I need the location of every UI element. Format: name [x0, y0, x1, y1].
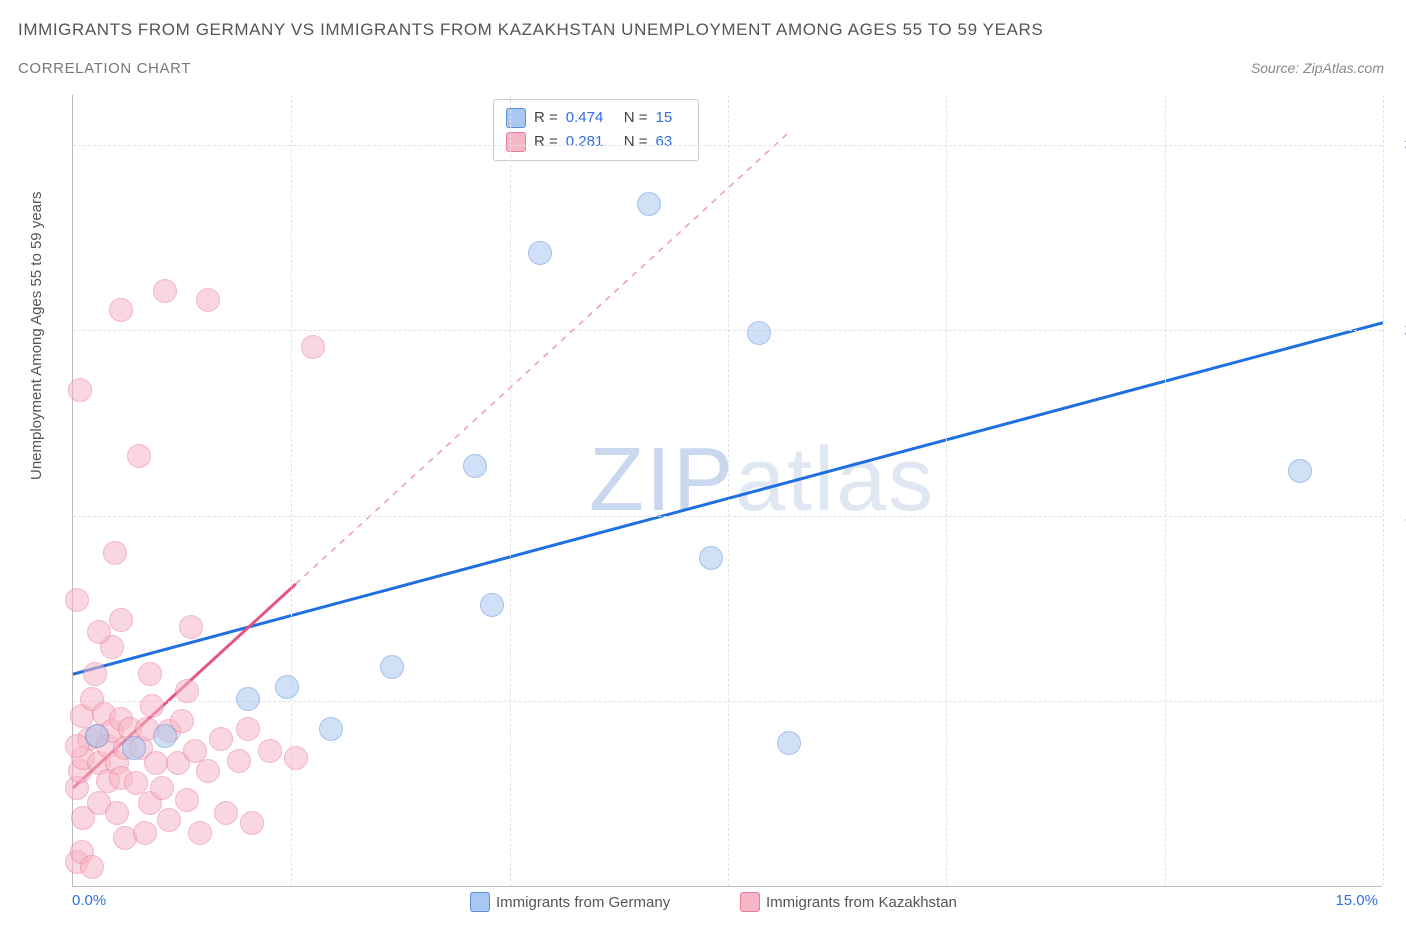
grid-line-v — [1383, 95, 1384, 886]
data-point — [699, 546, 723, 570]
correlation-legend: R = 0.474 N = 15 R = 0.281 N = 63 — [493, 99, 699, 161]
y-tick-label: 7.5% — [1387, 693, 1406, 710]
grid-line-v — [728, 95, 729, 886]
data-point — [144, 751, 168, 775]
data-point — [480, 593, 504, 617]
legend-item-kazakhstan: Immigrants from Kazakhstan — [740, 892, 957, 912]
r-label: R = — [534, 106, 558, 130]
y-axis-label: Unemployment Among Ages 55 to 59 years — [28, 191, 45, 480]
data-point — [463, 454, 487, 478]
r-value: 0.281 — [566, 130, 616, 154]
data-point — [140, 694, 164, 718]
legend-label: Immigrants from Germany — [496, 894, 670, 911]
data-point — [179, 615, 203, 639]
legend-item-germany: Immigrants from Germany — [470, 892, 670, 912]
legend-swatch — [740, 892, 760, 912]
data-point — [240, 811, 264, 835]
x-tick-max: 15.0% — [1335, 892, 1378, 909]
data-point — [65, 588, 89, 612]
data-point — [85, 724, 109, 748]
data-point — [109, 608, 133, 632]
data-point — [103, 541, 127, 565]
legend-label: Immigrants from Kazakhstan — [766, 894, 957, 911]
data-point — [138, 662, 162, 686]
data-point — [275, 675, 299, 699]
legend-row: R = 0.474 N = 15 — [506, 106, 686, 130]
data-point — [175, 788, 199, 812]
y-tick-label: 22.5% — [1387, 322, 1406, 339]
chart-subtitle: CORRELATION CHART — [18, 60, 191, 77]
data-point — [127, 444, 151, 468]
data-point — [71, 806, 95, 830]
data-point — [258, 739, 282, 763]
data-point — [528, 241, 552, 265]
data-point — [196, 288, 220, 312]
plot-area: ZIPatlas R =0.474N =15R =0.281N =63 7.5%… — [72, 95, 1382, 887]
x-tick-origin: 0.0% — [72, 892, 106, 909]
data-point — [122, 736, 146, 760]
data-point — [150, 776, 174, 800]
chart-title: IMMIGRANTS FROM GERMANY VS IMMIGRANTS FR… — [18, 20, 1043, 40]
legend-row: R = 0.281 N = 63 — [506, 130, 686, 154]
data-point — [83, 662, 107, 686]
data-point — [236, 687, 260, 711]
data-point — [188, 821, 212, 845]
watermark-rest: atlas — [735, 430, 935, 530]
data-point — [196, 759, 220, 783]
data-point — [87, 620, 111, 644]
data-point — [236, 717, 260, 741]
source-value: ZipAtlas.com — [1303, 60, 1384, 76]
data-point — [301, 335, 325, 359]
source-attribution: Source: ZipAtlas.com — [1251, 60, 1384, 76]
data-point — [175, 679, 199, 703]
grid-line-v — [1165, 95, 1166, 886]
data-point — [105, 801, 129, 825]
legend-swatch — [470, 892, 490, 912]
watermark-z: ZIP — [589, 430, 735, 530]
grid-line-v — [946, 95, 947, 886]
r-value: 0.474 — [566, 106, 616, 130]
source-label: Source: — [1251, 60, 1299, 76]
r-label: R = — [534, 130, 558, 154]
data-point — [153, 724, 177, 748]
data-point — [209, 727, 233, 751]
data-point — [80, 855, 104, 879]
n-value: 15 — [656, 106, 686, 130]
data-point — [1288, 459, 1312, 483]
n-label: N = — [624, 106, 648, 130]
data-point — [319, 717, 343, 741]
data-point — [777, 731, 801, 755]
data-point — [109, 298, 133, 322]
data-point — [380, 655, 404, 679]
grid-line-v — [510, 95, 511, 886]
n-value: 63 — [656, 130, 686, 154]
data-point — [637, 192, 661, 216]
data-point — [214, 801, 238, 825]
data-point — [153, 279, 177, 303]
data-point — [747, 321, 771, 345]
data-point — [284, 746, 308, 770]
y-tick-label: 30.0% — [1387, 136, 1406, 153]
data-point — [157, 808, 181, 832]
n-label: N = — [624, 130, 648, 154]
data-point — [133, 821, 157, 845]
data-point — [227, 749, 251, 773]
y-tick-label: 15.0% — [1387, 507, 1406, 524]
data-point — [68, 378, 92, 402]
